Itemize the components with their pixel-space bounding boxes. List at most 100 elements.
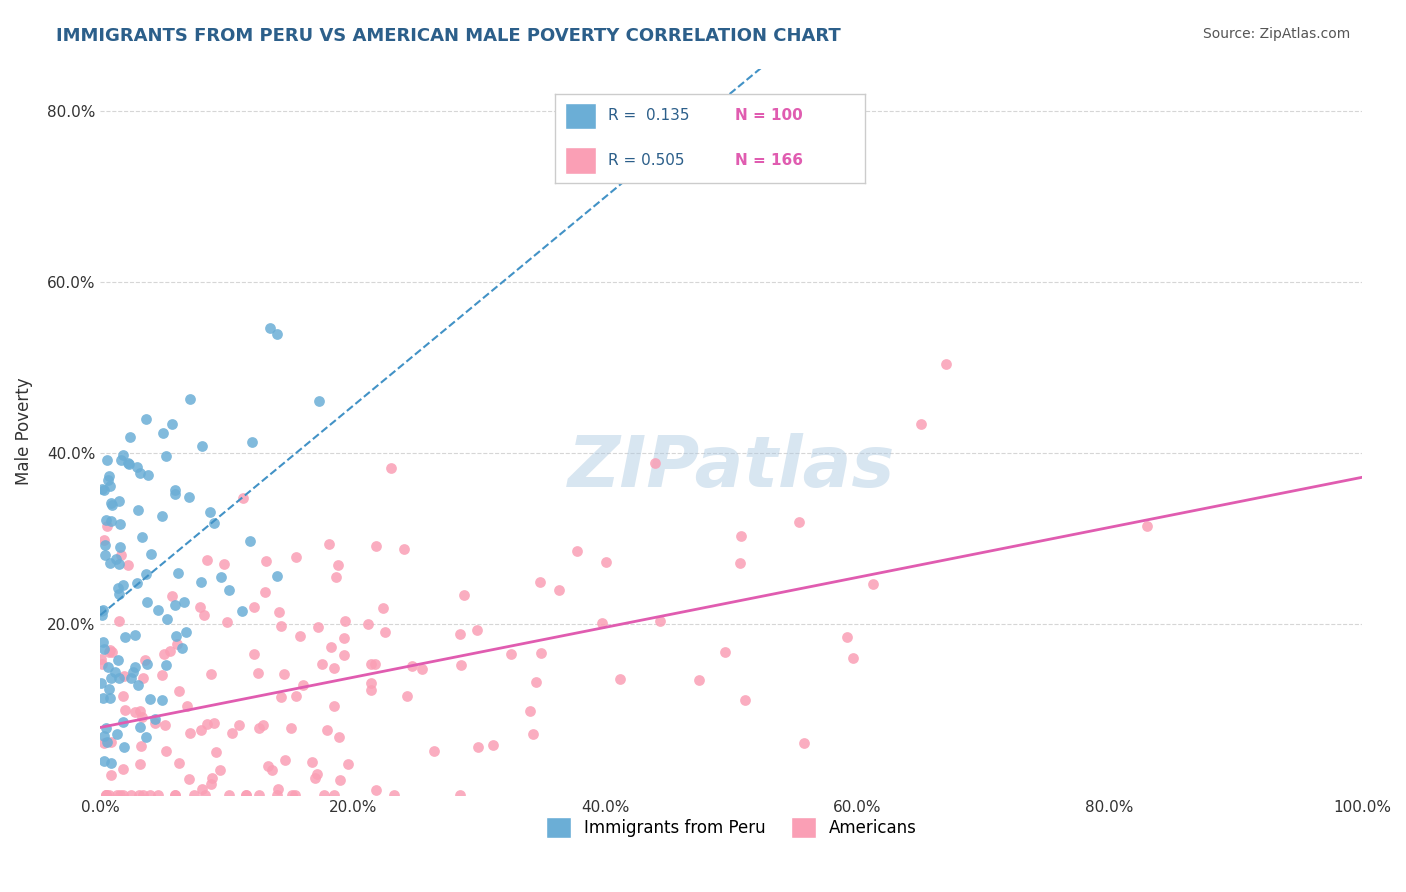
Point bbox=[195, 553, 218, 567]
Point bbox=[259, 320, 281, 334]
Point bbox=[96, 452, 118, 467]
Point bbox=[150, 508, 173, 523]
Point bbox=[529, 574, 551, 589]
Point bbox=[266, 326, 288, 341]
Point bbox=[98, 643, 121, 657]
Point bbox=[100, 768, 122, 782]
Point bbox=[120, 788, 142, 802]
Point bbox=[595, 555, 617, 569]
Point bbox=[319, 640, 342, 654]
Point bbox=[163, 483, 186, 498]
Point bbox=[145, 716, 167, 731]
Point bbox=[284, 788, 307, 802]
Point bbox=[212, 557, 235, 571]
Point bbox=[108, 540, 131, 554]
Point bbox=[356, 617, 378, 632]
Point bbox=[98, 690, 121, 705]
Point bbox=[93, 641, 115, 656]
Point bbox=[281, 788, 304, 802]
Point bbox=[169, 684, 191, 698]
Point bbox=[167, 756, 190, 770]
Point bbox=[190, 782, 212, 797]
Point bbox=[105, 788, 128, 802]
Text: N = 166: N = 166 bbox=[735, 153, 803, 168]
Point bbox=[159, 644, 181, 658]
Point bbox=[91, 603, 114, 617]
Point bbox=[218, 788, 240, 802]
Point bbox=[93, 729, 115, 743]
Point bbox=[150, 693, 173, 707]
Point bbox=[135, 411, 157, 425]
Point bbox=[371, 601, 394, 615]
Point bbox=[100, 495, 122, 509]
Point bbox=[150, 668, 173, 682]
Text: ZIPatlas: ZIPatlas bbox=[568, 434, 894, 502]
Point bbox=[165, 629, 187, 643]
Point bbox=[322, 661, 344, 675]
Point bbox=[243, 648, 266, 662]
Point bbox=[730, 529, 752, 543]
Point bbox=[395, 689, 418, 703]
Point bbox=[129, 756, 152, 771]
Point bbox=[136, 595, 159, 609]
Point bbox=[201, 771, 224, 785]
Point bbox=[108, 517, 131, 532]
Point bbox=[100, 735, 122, 749]
Point bbox=[121, 665, 143, 679]
Legend: Immigrants from Peru, Americans: Immigrants from Peru, Americans bbox=[538, 811, 924, 845]
Point bbox=[110, 548, 132, 562]
Point bbox=[714, 645, 737, 659]
Point bbox=[94, 788, 117, 802]
Y-axis label: Male Poverty: Male Poverty bbox=[15, 378, 32, 485]
Point bbox=[166, 637, 188, 651]
Point bbox=[333, 648, 356, 662]
Point bbox=[232, 491, 254, 505]
Point bbox=[152, 425, 174, 440]
Point bbox=[1136, 518, 1159, 533]
Point bbox=[787, 515, 810, 529]
Point bbox=[467, 740, 489, 755]
Point bbox=[183, 788, 205, 802]
Point bbox=[401, 659, 423, 673]
Point bbox=[94, 538, 117, 552]
Point bbox=[127, 503, 149, 517]
Point bbox=[591, 616, 613, 631]
Point bbox=[167, 566, 190, 581]
Point bbox=[97, 788, 120, 802]
Point bbox=[688, 673, 710, 687]
Point bbox=[285, 549, 308, 564]
Point bbox=[107, 494, 129, 508]
Point bbox=[202, 715, 225, 730]
Point bbox=[218, 583, 240, 598]
Point bbox=[734, 693, 756, 707]
Point bbox=[322, 698, 344, 713]
Point bbox=[96, 721, 118, 735]
Point bbox=[100, 479, 122, 493]
Point bbox=[335, 614, 357, 628]
Point bbox=[217, 615, 239, 629]
Point bbox=[138, 692, 160, 706]
Point bbox=[270, 690, 292, 704]
Point bbox=[90, 675, 112, 690]
Point bbox=[179, 392, 201, 407]
Point bbox=[107, 587, 129, 601]
Point bbox=[312, 788, 335, 802]
Text: IMMIGRANTS FROM PERU VS AMERICAN MALE POVERTY CORRELATION CHART: IMMIGRANTS FROM PERU VS AMERICAN MALE PO… bbox=[56, 27, 841, 45]
Point bbox=[364, 657, 387, 671]
Point bbox=[240, 435, 263, 450]
Point bbox=[202, 516, 225, 530]
Point bbox=[163, 788, 186, 802]
Point bbox=[97, 645, 120, 659]
Point bbox=[231, 604, 253, 618]
Point bbox=[292, 678, 315, 692]
Point bbox=[93, 533, 115, 547]
Point bbox=[530, 646, 553, 660]
Point bbox=[96, 735, 118, 749]
Point bbox=[188, 600, 211, 615]
Point bbox=[114, 703, 136, 717]
Point bbox=[200, 667, 222, 681]
Point bbox=[394, 541, 416, 556]
Point bbox=[111, 689, 134, 703]
Point bbox=[112, 740, 135, 755]
Point bbox=[174, 624, 197, 639]
